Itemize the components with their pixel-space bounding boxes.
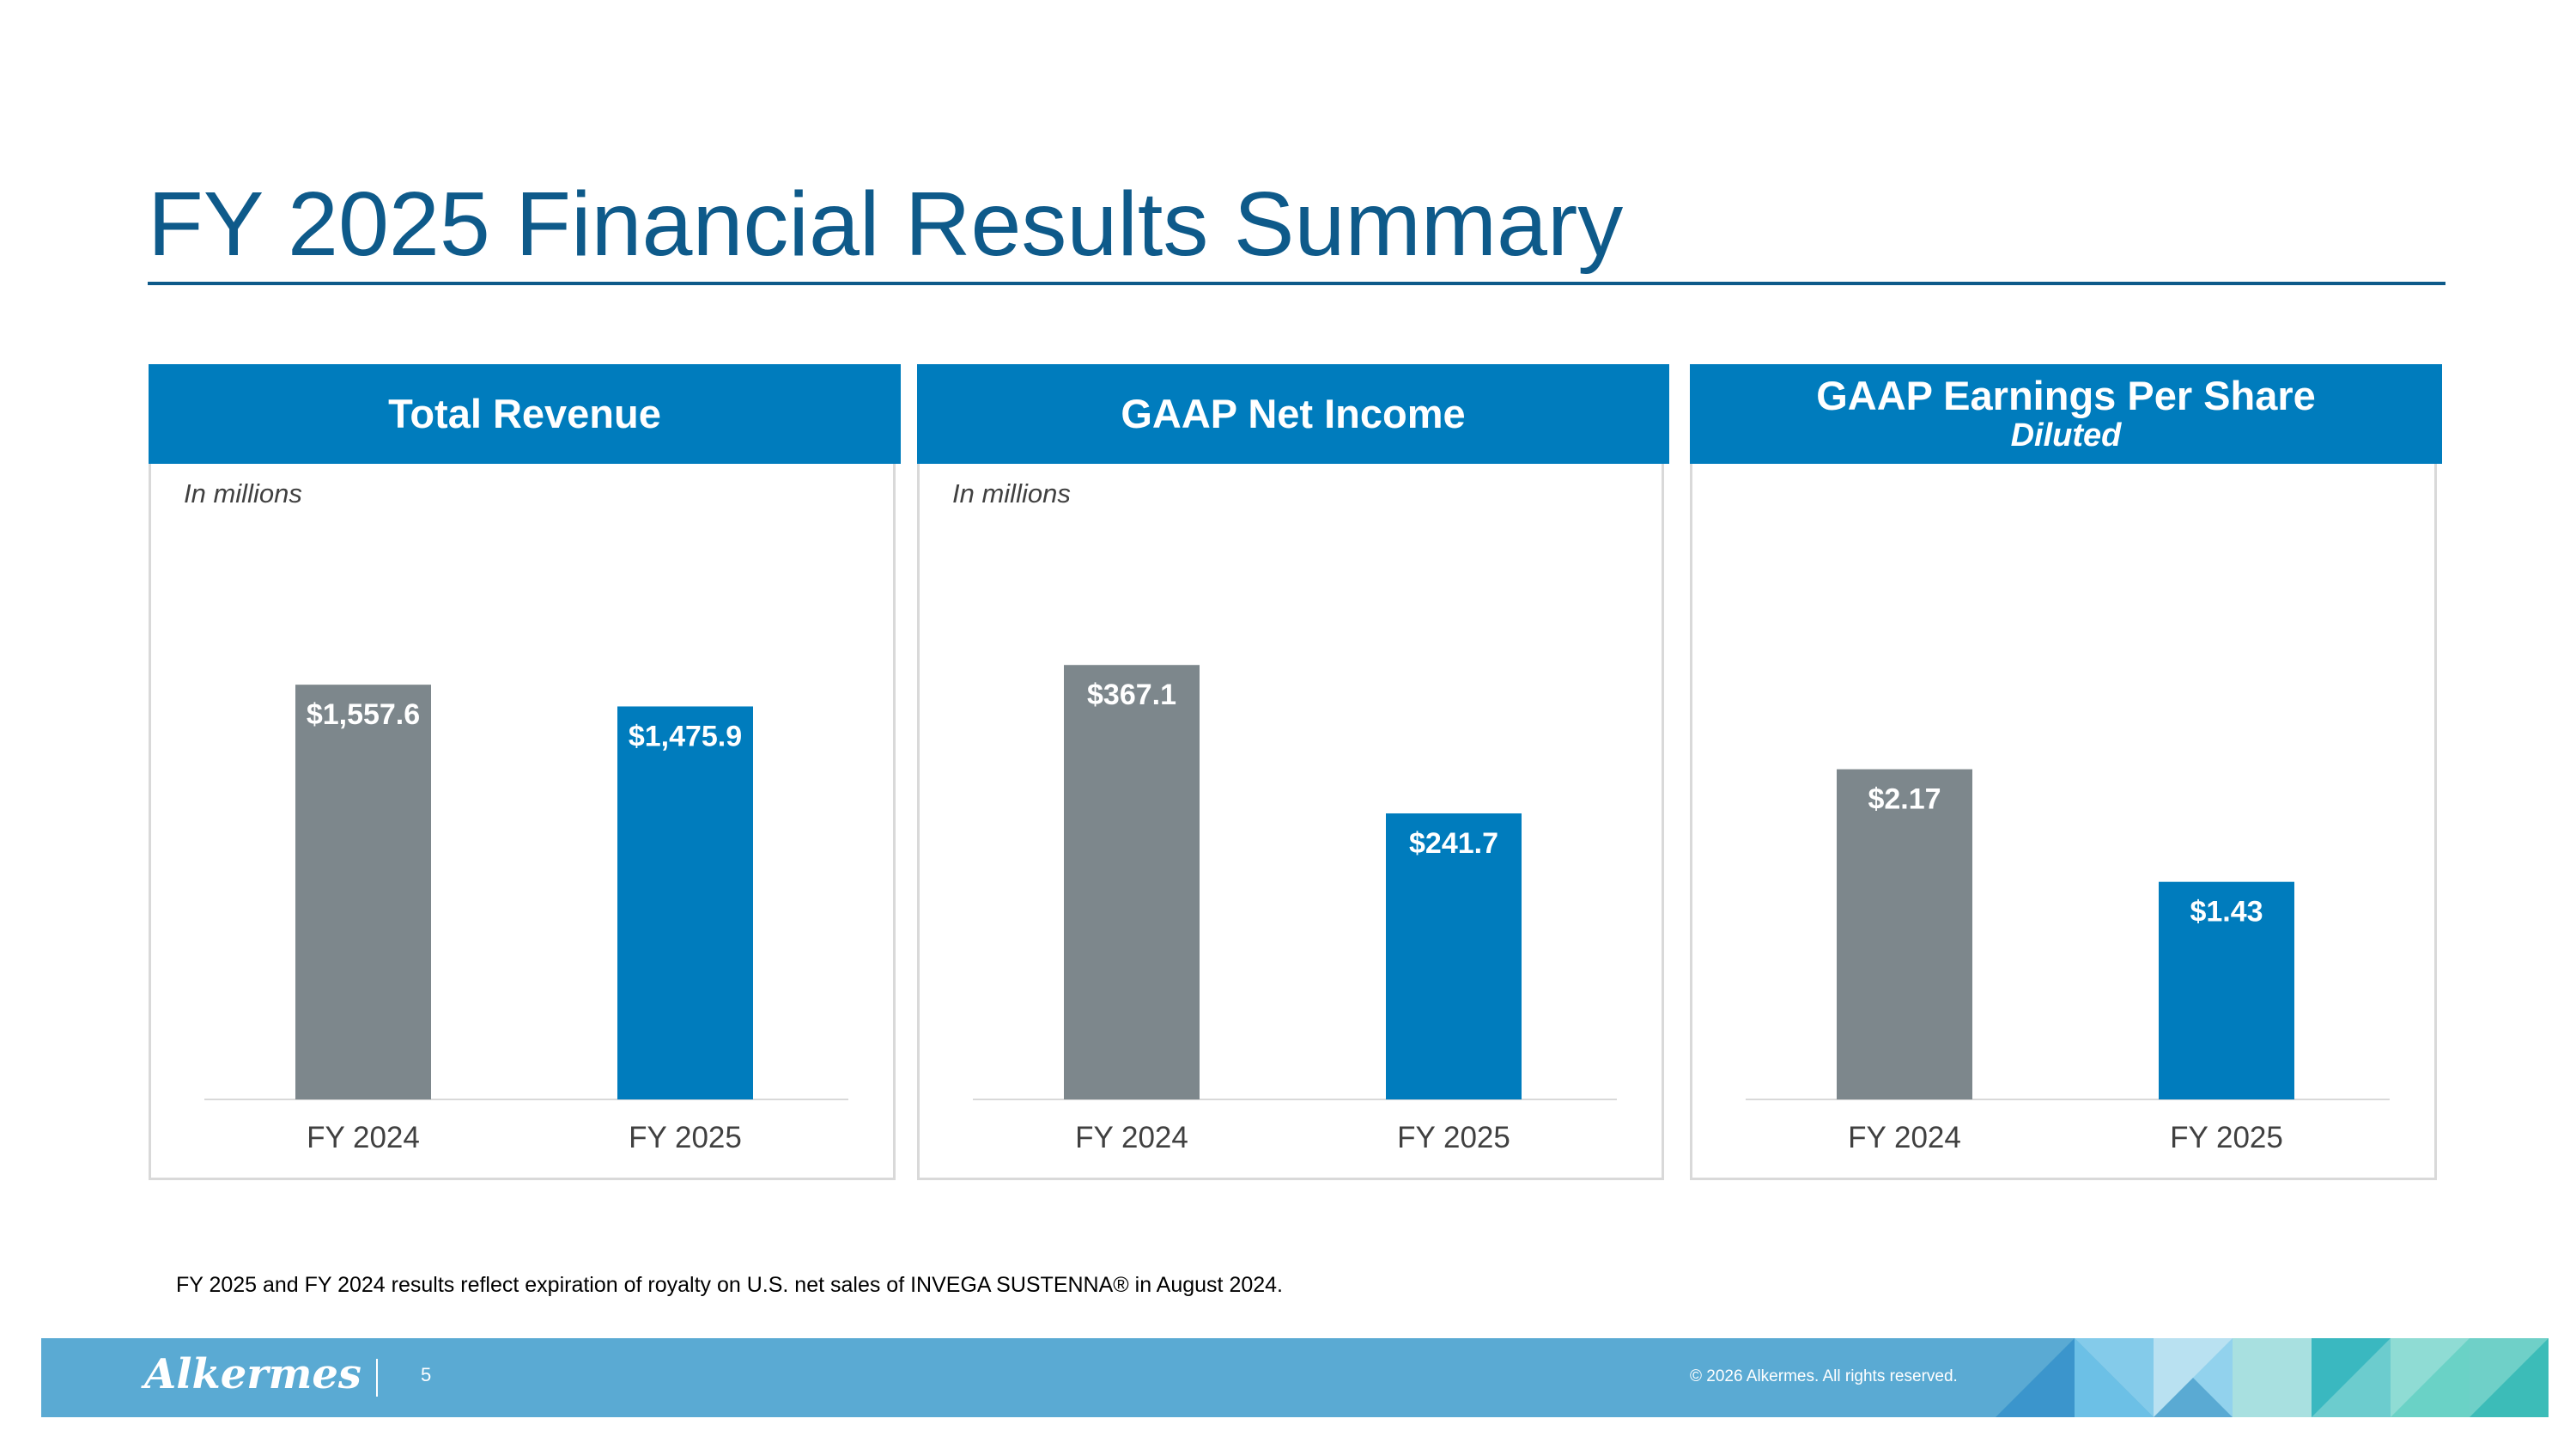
title-divider xyxy=(148,282,2445,285)
x-tick-label-fy-2025: FY 2025 xyxy=(629,1121,742,1154)
data-label-fy-2024: $1,557.6 xyxy=(307,698,420,731)
decorative-tile xyxy=(1996,1338,2075,1417)
page-number: 5 xyxy=(421,1364,432,1385)
panel-subtitle: Diluted xyxy=(2010,417,2122,454)
copyright-text: © 2026 Alkermes. All rights reserved. xyxy=(1690,1367,1958,1385)
panel-title: GAAP Net Income xyxy=(1121,391,1466,437)
x-tick-label-fy-2024: FY 2024 xyxy=(307,1121,420,1154)
panel-total-revenue: Total Revenue In millions $1,557.6 FY 202… xyxy=(149,364,901,1180)
panel-gaap-net-income: GAAP Net Income In millions $367.1 FY 202… xyxy=(917,364,1669,1180)
x-tick-label-fy-2024: FY 2024 xyxy=(1848,1121,1961,1154)
bar-total-revenue-fy-2025 xyxy=(617,706,753,1099)
bar-gaap-eps-fy-2024 xyxy=(1837,769,1972,1099)
decorative-tile xyxy=(2391,1338,2470,1417)
decorative-tile-pattern xyxy=(1996,1338,2549,1417)
bar-chart-total-revenue: $1,557.6 FY 2024 $1,475.9 FY 2025 xyxy=(204,685,848,1154)
decorative-tile xyxy=(2075,1338,2154,1417)
panel-title: GAAP Earnings Per Share xyxy=(1816,373,2316,419)
logo-separator xyxy=(376,1359,378,1397)
data-label-fy-2024: $2.17 xyxy=(1868,783,1941,816)
panel-title: Total Revenue xyxy=(388,391,661,437)
panel-gaap-eps: GAAP Earnings Per Share Diluted $2.17 FY … xyxy=(1690,364,2442,1180)
bar-total-revenue-fy-2024 xyxy=(295,685,431,1099)
x-tick-label-fy-2025: FY 2025 xyxy=(1397,1121,1510,1154)
data-label-fy-2025: $241.7 xyxy=(1409,827,1498,860)
bar-gaap-net-income-fy-2025 xyxy=(1386,813,1522,1099)
data-label-fy-2024: $367.1 xyxy=(1087,679,1176,711)
decorative-tile xyxy=(2233,1338,2312,1417)
decorative-tile xyxy=(2154,1338,2233,1417)
panel-header: GAAP Net Income xyxy=(917,364,1669,464)
data-label-fy-2025: $1.43 xyxy=(2190,896,2263,928)
bar-chart-gaap-eps: $2.17 FY 2024 $1.43 FY 2025 xyxy=(1746,769,2390,1154)
decorative-tile xyxy=(2470,1338,2549,1417)
alkermes-logo: Alkermes xyxy=(144,1350,361,1398)
unit-note: In millions xyxy=(952,478,1071,508)
footer-band: Alkermes 5 © 2026 Alkermes. All rights r… xyxy=(41,1338,2549,1417)
unit-note: In millions xyxy=(184,478,302,508)
footnote: FY 2025 and FY 2024 results reflect expi… xyxy=(176,1273,1284,1297)
bar-gaap-net-income-fy-2024 xyxy=(1064,665,1200,1099)
bar-gaap-eps-fy-2025 xyxy=(2159,881,2294,1099)
decorative-tile xyxy=(2312,1338,2391,1417)
panel-header: Total Revenue xyxy=(149,364,901,464)
panel-header: GAAP Earnings Per Share Diluted xyxy=(1690,364,2442,464)
bar-chart-gaap-net-income: $367.1 FY 2024 $241.7 FY 2025 xyxy=(973,665,1617,1154)
page-title: FY 2025 Financial Results Summary xyxy=(148,174,1624,275)
x-tick-label-fy-2024: FY 2024 xyxy=(1075,1121,1188,1154)
x-tick-label-fy-2025: FY 2025 xyxy=(2170,1121,2283,1154)
data-label-fy-2025: $1,475.9 xyxy=(629,720,742,752)
